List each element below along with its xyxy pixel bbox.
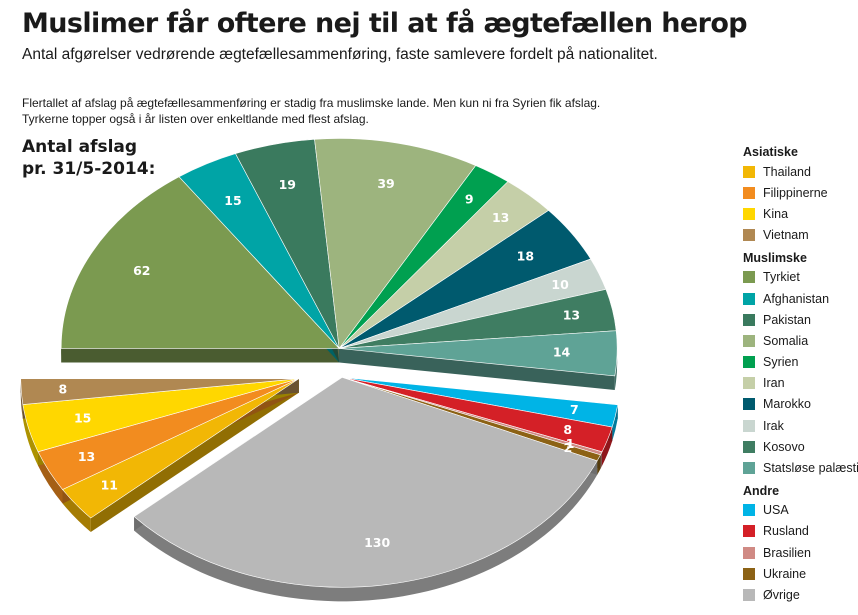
value-label-syrien: 9: [465, 191, 474, 206]
slice-side-kina: [22, 404, 39, 466]
legend-label: Kina: [763, 206, 789, 221]
count-label: Antal afslag pr. 31/5-2014:: [22, 136, 155, 180]
value-label-irak: 10: [551, 277, 569, 292]
value-label-rusland: 8: [563, 422, 572, 437]
legend-swatch: [743, 313, 755, 326]
legend-item-kosovo: Kosovo: [743, 436, 858, 457]
legend-swatch: [743, 334, 755, 347]
legend-swatch: [743, 398, 755, 411]
value-label-vietnam: 8: [59, 382, 68, 397]
value-label-marokko: 18: [517, 249, 534, 264]
legend-item-usa: USA: [743, 500, 858, 521]
legend-group-asiatiske: Asiatiske: [743, 145, 798, 159]
legend-label: Syrien: [763, 355, 799, 370]
legend-item-ukraine: Ukraine: [743, 563, 858, 584]
legend-label: Statsløse palæstinensere: [763, 461, 858, 476]
value-label-somalia: 39: [377, 176, 394, 191]
legend-label: Thailand: [763, 164, 811, 179]
slice-side-filippinerne: [38, 451, 63, 504]
legend-item-afghanistan: Afghanistan: [743, 288, 858, 309]
legend-item-tyrkiet: Tyrkiet: [743, 267, 858, 288]
value-label-thailand: 11: [101, 477, 118, 492]
slice-somalia: [314, 138, 477, 350]
legend-item-statslose-palaestinensere: Statsløse palæstinensere: [743, 457, 858, 478]
legend-item-filippinerne: Filippinerne: [743, 182, 858, 203]
legend-swatch: [743, 356, 755, 369]
legend-label: Somalia: [763, 333, 809, 348]
slice-ovrige: [133, 376, 598, 588]
legend-label: USA: [763, 503, 789, 518]
legend-label: Filippinerne: [763, 185, 828, 200]
legend-item-ovrige: Øvrige: [743, 584, 858, 605]
legend-item-vietnam: Vietnam: [743, 225, 858, 246]
chart-title: Muslimer får oftere nej til at få ægtefæ…: [22, 8, 748, 39]
legend-swatch: [743, 525, 755, 538]
value-label-brasilien: 1: [566, 436, 575, 451]
legend-swatch: [743, 440, 755, 453]
legend-swatch: [743, 504, 755, 517]
legend-group-andre: Andre: [743, 483, 780, 498]
value-label-tyrkiet: 62: [133, 263, 150, 278]
slice-side-ovrige: [134, 460, 598, 602]
legend-swatch: [743, 271, 755, 284]
slice-tyrkiet: [60, 176, 340, 349]
legend-swatch: [743, 165, 755, 178]
legend-item-iran: Iran: [743, 373, 858, 394]
legend-swatch: [743, 292, 755, 305]
legend-label: Rusland: [763, 524, 809, 539]
legend-label: Afghanistan: [763, 291, 830, 306]
legend-item-marokko: Marokko: [743, 394, 858, 415]
value-label-pakistan: 19: [279, 177, 296, 192]
legend-swatch: [743, 546, 755, 559]
value-label-ovrige: 130: [364, 535, 390, 550]
legend-swatch: [743, 377, 755, 390]
legend: Asiatiske Thailand Filippinerne Kina Vietnam…: [743, 140, 858, 606]
legend-swatch: [743, 567, 755, 580]
legend-swatch: [743, 419, 755, 432]
legend-label: Irak: [763, 418, 784, 433]
legend-item-irak: Irak: [743, 415, 858, 436]
legend-label: Ukraine: [763, 566, 807, 581]
legend-item-brasilien: Brasilien: [743, 542, 858, 563]
legend-label: Øvrige: [763, 587, 800, 602]
value-label-kosovo: 13: [563, 308, 580, 323]
count-label-line-2: pr. 31/5-2014:: [22, 159, 156, 179]
legend-item-somalia: Somalia: [743, 330, 858, 351]
value-label-usa: 7: [570, 402, 579, 417]
value-label-filippinerne: 13: [78, 449, 95, 464]
value-label-afghanistan: 15: [224, 193, 241, 208]
legend-item-syrien: Syrien: [743, 352, 858, 373]
legend-group-muslimske: Muslimske: [743, 250, 807, 265]
value-label-ukraine: 2: [564, 440, 573, 455]
legend-label: Iran: [763, 376, 785, 391]
legend-label: Tyrkiet: [763, 270, 800, 285]
slice-wall-statslose-palaestinensere: [339, 348, 615, 390]
legend-item-rusland: Rusland: [743, 521, 858, 542]
value-label-iran: 13: [492, 210, 509, 225]
slice-statslose-palaestinensere: [339, 330, 618, 377]
legend-label: Vietnam: [763, 228, 809, 243]
intro-line-1: Flertallet af afslag på ægtefællesammenf…: [22, 96, 601, 110]
legend-item-kina: Kina: [743, 203, 858, 224]
slice-wall-tyrkiet: [61, 348, 340, 363]
legend-label: Brasilien: [763, 545, 811, 560]
legend-label: Pakistan: [763, 312, 811, 327]
legend-label: Kosovo: [763, 439, 805, 454]
count-label-line-1: Antal afslag: [22, 137, 138, 157]
legend-swatch: [743, 588, 755, 601]
intro-line-2: Tyrkerne topper også i år listen over en…: [22, 112, 369, 126]
legend-item-pakistan: Pakistan: [743, 309, 858, 330]
legend-swatch: [743, 207, 755, 220]
legend-item-thailand: Thailand: [743, 161, 858, 182]
legend-swatch: [743, 229, 755, 242]
slice-vietnam: [20, 378, 299, 405]
intro-text: Flertallet af afslag på ægtefællesammenf…: [22, 95, 722, 127]
value-label-statslose-palaestinensere: 14: [553, 344, 571, 359]
chart-subtitle: Antal afgørelser vedrørende ægtefællesam…: [22, 46, 658, 63]
value-label-kina: 15: [74, 411, 91, 426]
legend-swatch: [743, 462, 755, 475]
legend-label: Marokko: [763, 397, 811, 412]
legend-swatch: [743, 186, 755, 199]
